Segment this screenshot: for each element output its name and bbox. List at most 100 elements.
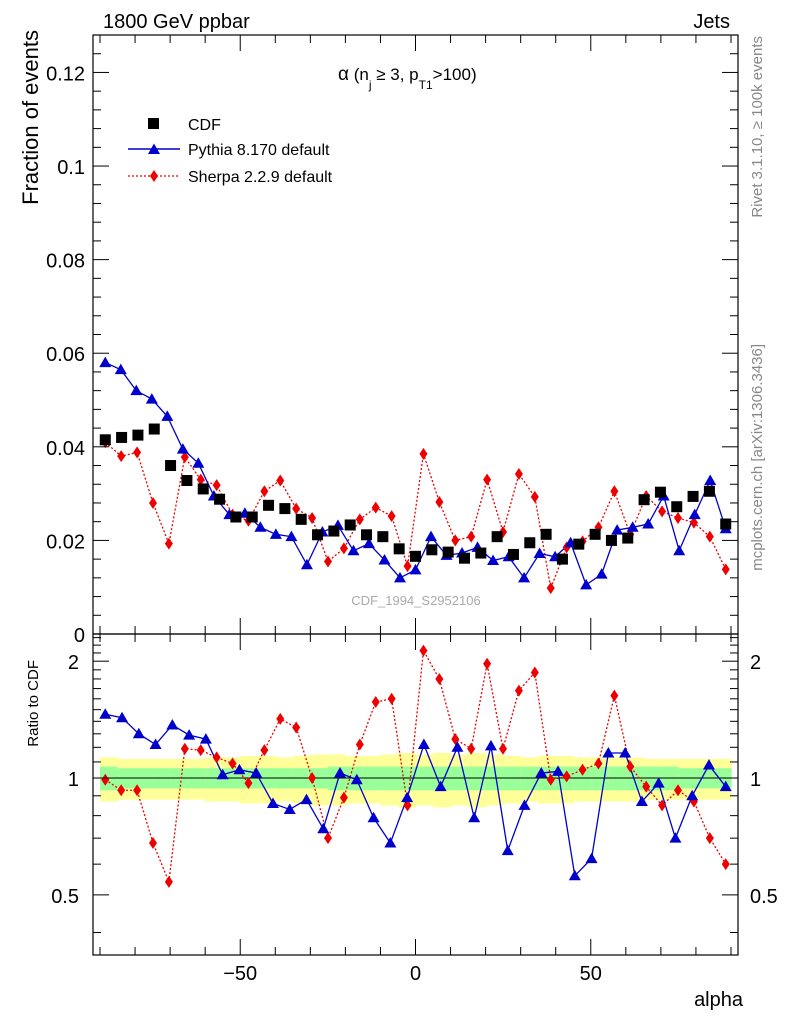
top-sherpa-point-13 [308,511,317,524]
top-sherpa-point-10 [260,485,269,498]
ratio-pythia-point-33 [652,777,665,788]
bottom-y-axis-label: Ratio to CDF [25,660,42,747]
ratio-pythia-point-4 [166,718,179,730]
top-cdf-point-26 [524,537,536,549]
ratio-pythia-point-5 [183,729,196,740]
top-pythia-point-38 [688,508,701,520]
ratio-pythia-point-13 [317,822,330,834]
top-pythia-point-20 [409,563,422,575]
top-sherpa-point-18 [387,510,396,523]
ratio-pythia-point-14 [334,767,347,778]
top-cdf-point-28 [556,553,568,565]
x-axis-label: alpha [694,989,744,1011]
ratio-pythia-point-7 [216,768,229,780]
ratio-sherpa-point-25 [499,742,508,755]
top-pythia-point-32 [595,568,608,579]
mcplots-label: mcplots.cern.ch [arXiv:1306.3436] [749,344,766,571]
top-cdf-point-18 [393,543,405,555]
top-cdf-point-20 [426,544,438,556]
ratio-sherpa-point-21 [435,672,444,685]
legend-pythia-label: Pythia 8.170 default [188,142,330,159]
top-sherpa-point-7 [212,479,221,492]
top-cdf-point-38 [720,518,732,530]
top-cdf-point-1 [116,431,128,443]
title-sub-T1: T1 [419,78,433,92]
top-cdf-point-5 [181,475,193,487]
legend-pythia-marker [148,143,160,154]
top-cdf-point-3 [148,423,160,435]
data-series [99,356,732,888]
ratio-pythia-point-35 [686,789,699,801]
top-pythia-point-0 [99,356,112,368]
ratio-sherpa-point-14 [323,832,332,845]
ratio-sherpa-point-24 [483,657,492,670]
ratio-sherpa-point-27 [530,666,539,679]
header-energy-label: 1800 GeV ppbar [103,11,250,33]
top-pythia-point-31 [580,578,593,590]
legend-cdf-label: CDF [188,117,221,134]
ratio-sherpa-point-15 [339,791,348,804]
top-sherpa-line [104,441,727,591]
top-cdf-point-9 [246,511,258,523]
ratio-pythia-point-22 [468,811,481,823]
top-cdf-point-25 [507,548,519,560]
xtick-label-2: 50 [580,963,602,985]
top-cdf-point-16 [361,529,373,541]
top-cdf-point-37 [703,485,715,497]
top-cdf-point-23 [475,547,487,559]
ratio-pythia-point-37 [719,780,732,792]
top-cdf-point-17 [377,531,389,543]
top-pythia-point-4 [161,410,174,421]
ratio-pythia-point-26 [535,767,548,778]
xtick-label-0: −50 [223,963,257,985]
ratio-pythia-point-34 [669,832,682,843]
top-sherpa-point-5 [180,451,189,464]
top-cdf-point-24 [491,531,503,543]
top-sherpa-point-19 [403,560,412,573]
top-pythia-point-27 [518,571,531,583]
top-sherpa-point-35 [658,505,667,518]
top-pythia-point-37 [673,544,686,556]
ratio-sherpa-point-29 [562,770,571,783]
top-sherpa-point-14 [323,555,332,568]
ratio-sherpa-point-10 [260,744,269,757]
ratio-sherpa-point-35 [658,799,667,812]
ratio-sherpa-point-3 [148,837,157,850]
top-ytick-label-2: 0.04 [46,438,85,460]
top-cdf-point-21 [442,546,454,558]
top-ytick-label-3: 0.06 [46,344,85,366]
top-sherpa-point-26 [514,467,523,480]
top-cdf-point-36 [687,490,699,502]
ratio-pythia-point-12 [300,793,313,805]
top-sherpa-point-24 [483,473,492,486]
bot-ytick-label-left-1: 1 [68,769,79,791]
top-sherpa-point-12 [292,502,301,515]
top-pythia-point-13 [300,558,313,570]
top-cdf-point-30 [589,528,601,540]
ratio-pythia-point-24 [501,844,514,856]
ratio-pythia-point-2 [132,727,145,739]
title-part-ge3: ≥ 3, p [372,65,419,84]
ratio-pythia-point-9 [250,767,263,778]
ratio-sherpa-point-1 [117,784,126,797]
top-cdf-point-32 [622,532,634,544]
header-category-label: Jets [693,11,730,33]
top-cdf-point-8 [230,511,242,523]
ratio-sherpa-point-30 [578,763,587,776]
top-sherpa-point-27 [530,490,539,503]
ratio-pythia-point-19 [417,738,430,750]
ratio-pythia-point-17 [384,837,397,848]
ratio-pythia-point-30 [602,747,615,758]
legend-sherpa-marker [150,170,158,182]
ratio-pythia-point-29 [585,852,598,864]
ratio-sherpa-point-34 [642,780,651,793]
top-sherpa-point-28 [546,582,555,595]
top-sherpa-point-37 [689,516,698,529]
top-cdf-point-27 [540,528,552,540]
title-alpha: α [338,64,349,85]
ratio-pythia-point-31 [619,747,632,758]
top-cdf-point-19 [410,550,421,562]
ratio-sherpa-point-11 [276,712,285,725]
ratio-pythia-point-16 [367,811,380,823]
